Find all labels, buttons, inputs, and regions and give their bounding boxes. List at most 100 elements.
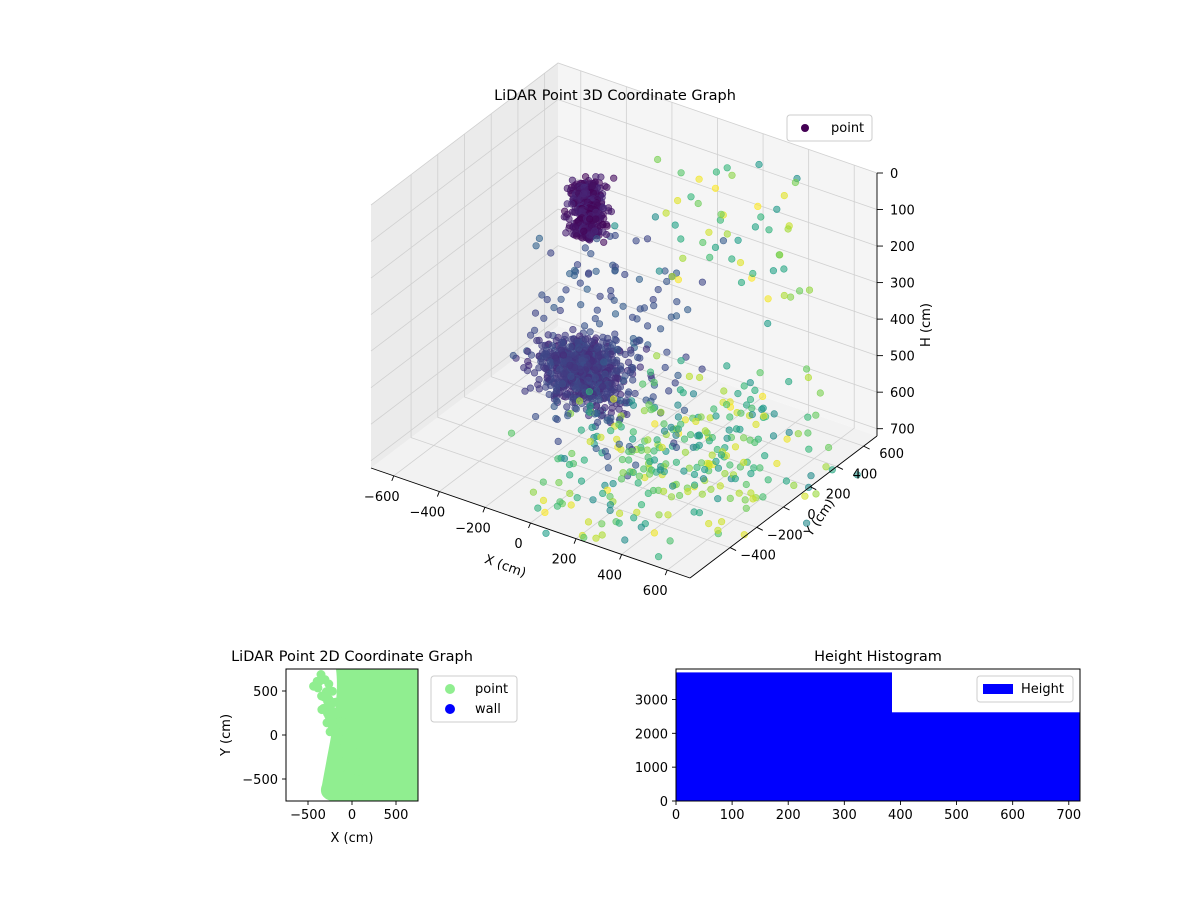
chart-3d-point xyxy=(756,464,764,472)
chart-3d-point xyxy=(650,302,658,310)
histogram-x-tick-label: 200 xyxy=(776,808,801,823)
chart-3d-point xyxy=(545,390,553,399)
chart-3d-point xyxy=(539,478,547,486)
chart-3d-point xyxy=(580,533,588,542)
chart-3d-point xyxy=(653,436,661,444)
histogram-y-tick-label: 1000 xyxy=(635,761,668,776)
chart-3d-point xyxy=(695,509,704,517)
chart-3d-point xyxy=(604,207,613,215)
chart-3d-h-tick-label: 300 xyxy=(890,277,915,292)
chart-3d-point xyxy=(805,286,814,294)
chart-histogram: Height Histogram 0 100 200 300 400 500 600 700 0… xyxy=(635,649,1081,823)
chart-3d-point xyxy=(548,342,557,350)
chart-3d-point xyxy=(593,306,601,314)
chart-3d-point xyxy=(586,328,594,336)
chart-3d-point xyxy=(689,390,698,398)
chart-3d-point xyxy=(597,173,605,181)
chart-2d-point xyxy=(339,744,349,753)
chart-3d-point xyxy=(731,443,740,451)
chart-3d-x-tick-label: 200 xyxy=(552,553,577,568)
chart-3d-point xyxy=(560,371,569,379)
chart-3d-point xyxy=(596,292,604,300)
chart-3d-point xyxy=(734,390,742,398)
chart-3d-point xyxy=(755,160,763,169)
chart-3d-point xyxy=(749,495,757,503)
chart-2d-point xyxy=(355,783,365,793)
chart-2d-title: LiDAR Point 2D Coordinate Graph xyxy=(231,649,473,665)
chart-3d-z-axis-label: H (cm) xyxy=(919,303,934,347)
chart-3d-point xyxy=(553,415,561,424)
chart-3d-point xyxy=(673,197,682,205)
chart-3d-y-tick xyxy=(863,445,870,450)
histogram-legend-frame xyxy=(976,675,1074,703)
chart-3d-h-tick-label: 700 xyxy=(890,423,915,438)
chart-3d-point xyxy=(682,353,690,361)
chart-3d-point xyxy=(804,413,812,421)
chart-3d-point xyxy=(603,183,611,191)
chart-3d-point xyxy=(708,451,716,459)
chart-3d-point xyxy=(780,192,788,200)
chart-3d-point xyxy=(697,459,706,467)
chart-3d-point xyxy=(720,387,728,395)
chart-3d-point xyxy=(663,277,671,286)
chart-3d-point xyxy=(557,338,566,347)
chart-3d-point xyxy=(574,381,582,389)
chart-3d-point xyxy=(529,488,538,496)
chart-2d-point xyxy=(355,792,365,801)
chart-2d-legend-label-point: point xyxy=(475,682,508,697)
chart-3d-point xyxy=(595,396,603,404)
chart-3d-point xyxy=(580,456,588,464)
chart-3d-point xyxy=(577,477,586,485)
chart-2d-y-tick-label: 0 xyxy=(270,729,278,744)
chart-3d-point xyxy=(598,520,606,528)
chart-3d-point xyxy=(612,389,620,397)
chart-3d-point xyxy=(748,404,756,412)
chart-3d-point xyxy=(647,406,655,414)
chart-3d-point xyxy=(667,423,675,431)
chart-3d-point xyxy=(628,435,637,443)
chart-3d-point xyxy=(601,447,610,455)
chart-3d-point xyxy=(621,536,629,544)
chart-3d-point xyxy=(635,472,644,480)
histogram-x-tick-label: 300 xyxy=(832,808,857,823)
chart-3d-point xyxy=(801,492,809,500)
chart-3d-point xyxy=(543,296,551,304)
chart-3d-point xyxy=(662,460,670,468)
chart-3d-point xyxy=(552,387,561,395)
chart-3d-point xyxy=(651,213,660,221)
histogram-x-tick-label: 500 xyxy=(944,808,969,823)
chart-3d-y-tick-label: 200 xyxy=(826,488,851,503)
chart-3d-point xyxy=(695,431,703,439)
chart-3d-point xyxy=(600,358,608,366)
chart-2d-x-tick-label: 500 xyxy=(384,808,409,823)
chart-3d-point xyxy=(616,383,625,391)
chart-3d-point xyxy=(711,184,720,192)
chart-3d-point xyxy=(552,397,561,405)
chart-3d-point xyxy=(575,397,584,405)
chart-3d-point xyxy=(551,352,559,360)
chart-3d-point xyxy=(698,490,706,498)
chart-3d-point xyxy=(525,361,533,370)
chart-3d-point xyxy=(780,291,788,300)
chart-3d-point xyxy=(653,352,661,360)
chart-3d-point xyxy=(621,270,629,279)
chart-2d-points xyxy=(309,669,418,801)
chart-3d-point xyxy=(726,461,734,469)
chart-3d-point xyxy=(661,363,669,372)
chart-3d-h-tick-label: 600 xyxy=(890,386,915,401)
chart-3d-point xyxy=(628,313,637,321)
chart-3d-y-tick-label: 400 xyxy=(853,467,878,482)
chart-3d-point xyxy=(824,443,833,452)
chart-3d-gridline-y xyxy=(464,134,784,508)
chart-3d-point xyxy=(611,310,620,318)
chart-3d-point xyxy=(534,504,542,512)
chart-3d-point xyxy=(764,295,772,303)
chart-3d-point xyxy=(538,291,546,299)
chart-3d-point xyxy=(681,416,690,424)
chart-3d-point xyxy=(681,448,690,456)
chart-3d-point xyxy=(707,485,715,493)
chart-3d-point xyxy=(542,383,550,391)
chart-3d-point xyxy=(599,489,607,498)
chart-3d-point xyxy=(662,209,670,217)
chart-3d-point xyxy=(642,345,651,353)
